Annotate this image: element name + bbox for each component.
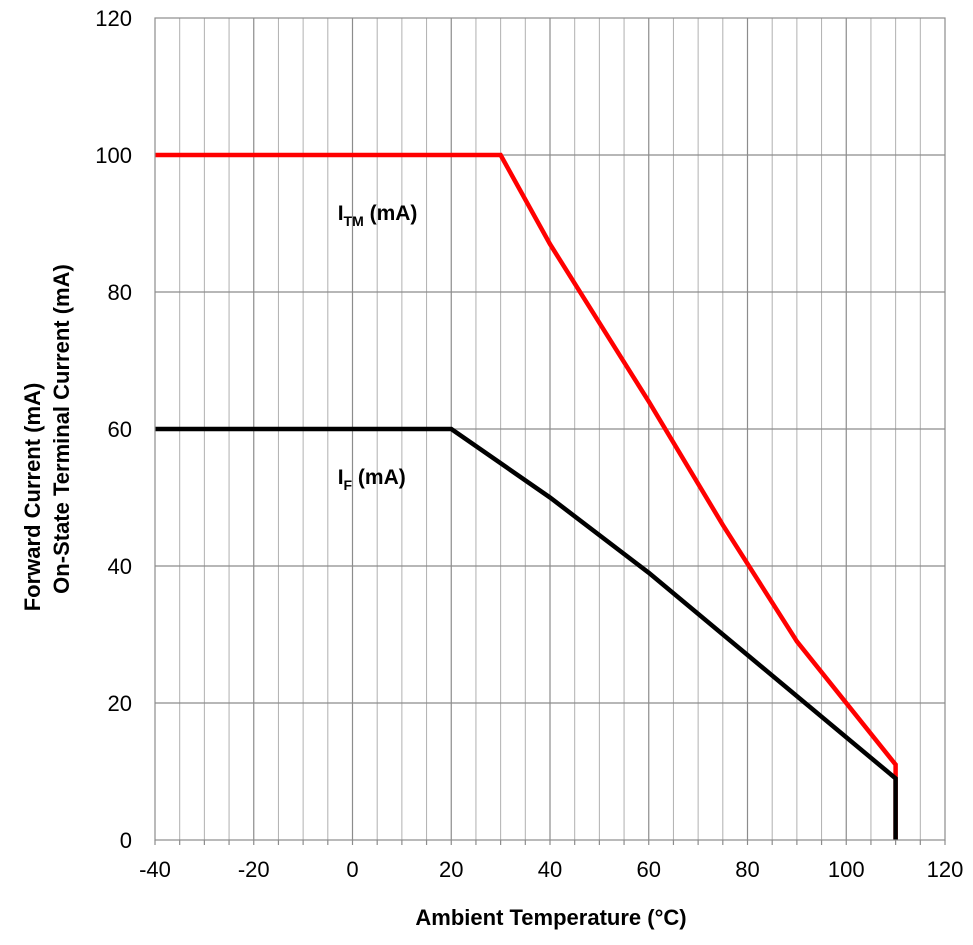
y-tick-label: 80 (108, 280, 132, 305)
series-label-subscript: TM (344, 213, 364, 229)
x-tick-labels: -40 -20 0 20 40 60 80 100 120 (139, 857, 963, 882)
y-tick-label: 60 (108, 417, 132, 442)
y-tick-labels: 0 20 40 60 80 100 120 (95, 6, 132, 853)
y-tick-label: 0 (120, 828, 132, 853)
plot-frame (154, 17, 946, 845)
x-tick-label: 100 (828, 857, 865, 882)
x-tick-label: -20 (238, 857, 270, 882)
series-label: ITM (mA) (338, 202, 418, 229)
x-tick-label: 120 (927, 857, 964, 882)
series-label-main: I (338, 466, 344, 489)
y-tick-label: 20 (108, 691, 132, 716)
series-label-unit: (mA) (352, 466, 406, 489)
series-lines (155, 152, 898, 840)
series-line (155, 426, 898, 840)
y-tick-label: 100 (95, 143, 132, 168)
series-labels: ITM (mA)IF (mA) (338, 202, 418, 493)
series-label-unit: (mA) (364, 202, 418, 225)
x-tick-label: 60 (637, 857, 661, 882)
series-label-main: I (338, 202, 344, 225)
y-axis-title-line-1: Forward Current (mA) (20, 383, 45, 612)
y-axis-title-line-2: On-State Terminal Current (mA) (49, 264, 74, 594)
x-axis-title: Ambient Temperature (°C) (415, 905, 686, 930)
x-tick-label: 40 (538, 857, 562, 882)
series-line (155, 152, 898, 840)
x-tick-label: 0 (346, 857, 358, 882)
y-tick-label: 40 (108, 554, 132, 579)
x-tick-label: 20 (439, 857, 463, 882)
series-label-subscript: F (344, 477, 353, 493)
series-label: IF (mA) (338, 466, 406, 493)
x-tick-label: -40 (139, 857, 171, 882)
x-tick-label: 80 (735, 857, 759, 882)
y-tick-label: 120 (95, 6, 132, 31)
